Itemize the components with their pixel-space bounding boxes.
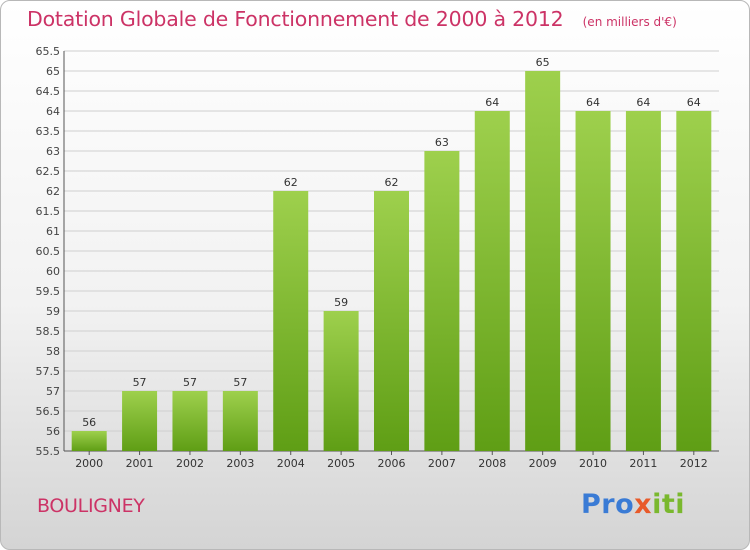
- bar: [424, 151, 460, 451]
- y-tick-label: 58.5: [36, 325, 61, 338]
- chart-title: Dotation Globale de Fonctionnement de 20…: [27, 7, 564, 31]
- y-tick-label: 62.5: [36, 165, 61, 178]
- bar: [525, 71, 561, 451]
- x-tick-labels: 2000 2001 2002 2003 2004 2005 2006 2007 2008 2009…: [75, 451, 708, 470]
- y-tick-label: 60: [46, 265, 60, 278]
- title-row: Dotation Globale de Fonctionnement de 20…: [27, 7, 677, 31]
- proxiti-logo[interactable]: Proxiti: [581, 489, 685, 520]
- y-tick-label: 59: [46, 305, 60, 318]
- x-tick-label: 2008: [478, 457, 506, 470]
- bar: [273, 191, 309, 451]
- y-tick-label: 63: [46, 145, 60, 158]
- bar: [676, 111, 712, 451]
- data-label: 64: [687, 96, 701, 109]
- y-tick-label: 63.5: [36, 125, 61, 138]
- bar: [172, 391, 208, 451]
- bar: [474, 111, 510, 451]
- x-tick-label: 2004: [277, 457, 305, 470]
- data-label: 62: [284, 176, 298, 189]
- data-label: 64: [586, 96, 600, 109]
- y-tick-labels: 55.5 56 56.5 57 57.5 58 58.5 59 59.5 60 60.5 61 61.5…: [36, 45, 61, 458]
- y-tick-label: 61: [46, 225, 60, 238]
- data-labels: 56 57 57 57 62 59 62 63 64 65 64 64 64: [82, 56, 701, 429]
- y-tick-label: 64.5: [36, 85, 61, 98]
- data-label: 63: [435, 136, 449, 149]
- x-tick-label: 2005: [327, 457, 355, 470]
- bar: [222, 391, 258, 451]
- data-label: 59: [334, 296, 348, 309]
- chart-unit: (en milliers d'€): [582, 15, 677, 29]
- bar: [625, 111, 661, 451]
- y-tick-label: 65: [46, 65, 60, 78]
- data-label: 64: [636, 96, 650, 109]
- x-tick-label: 2006: [378, 457, 406, 470]
- x-tick-label: 2009: [529, 457, 557, 470]
- data-label: 57: [183, 376, 197, 389]
- commune-name: BOULIGNEY: [37, 495, 145, 517]
- y-tick-label: 64: [46, 105, 60, 118]
- y-tick-label: 56.5: [36, 405, 61, 418]
- y-tick-label: 57.5: [36, 365, 61, 378]
- y-tick-label: 57: [46, 385, 60, 398]
- x-tick-label: 2000: [75, 457, 103, 470]
- y-tick-label: 59.5: [36, 285, 61, 298]
- bar: [323, 311, 359, 451]
- bar: [122, 391, 158, 451]
- y-tick-label: 62: [46, 185, 60, 198]
- bar: [575, 111, 611, 451]
- y-tick-label: 61.5: [36, 205, 61, 218]
- y-tick-label: 65.5: [36, 45, 61, 58]
- y-tick-label: 55.5: [36, 445, 61, 458]
- x-tick-label: 2012: [680, 457, 708, 470]
- data-label: 56: [82, 416, 96, 429]
- x-tick-label: 2003: [226, 457, 254, 470]
- y-tick-label: 56: [46, 425, 60, 438]
- x-tick-label: 2001: [126, 457, 154, 470]
- data-label: 65: [536, 56, 550, 69]
- y-tick-label: 60.5: [36, 245, 61, 258]
- x-tick-label: 2007: [428, 457, 456, 470]
- x-tick-label: 2002: [176, 457, 204, 470]
- data-label: 64: [485, 96, 499, 109]
- x-tick-label: 2011: [629, 457, 657, 470]
- data-label: 57: [233, 376, 247, 389]
- x-tick-label: 2010: [579, 457, 607, 470]
- bar: [374, 191, 409, 451]
- data-label: 62: [385, 176, 399, 189]
- bar: [71, 431, 107, 451]
- y-tick-label: 58: [46, 345, 60, 358]
- data-label: 57: [133, 376, 147, 389]
- bars: [71, 71, 712, 451]
